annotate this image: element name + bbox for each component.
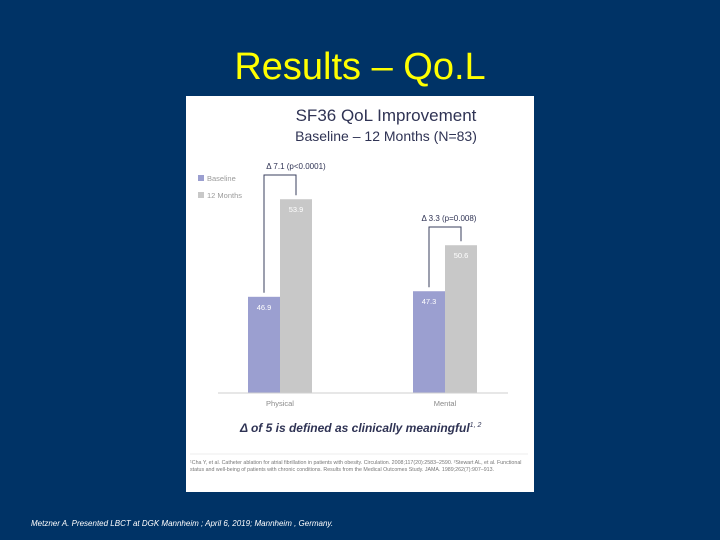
clinical-threshold-text: Δ of 5 is defined as clinically meaningf… — [240, 421, 470, 435]
legend-label-baseline: Baseline — [207, 174, 236, 183]
delta-bracket-physical — [263, 174, 297, 293]
bar-physical-baseline — [248, 296, 280, 393]
bar-mental-baseline — [413, 291, 445, 393]
bar-physical-12-months — [280, 199, 312, 393]
x-tick-label-mental: Mental — [434, 399, 457, 408]
legend-swatch-baseline — [198, 175, 204, 181]
delta-annotation-physical: Δ 7.1 (p<0.0001) — [266, 162, 326, 171]
data-label-mental-baseline: 47.3 — [422, 297, 437, 306]
qol-bar-chart: SF36 QoL Improvement Baseline – 12 Month… — [190, 106, 528, 455]
clinical-threshold-note: Δ of 5 is defined as clinically meaningf… — [240, 421, 481, 435]
data-label-mental-12-months: 50.6 — [454, 251, 469, 260]
chart-title: SF36 QoL Improvement — [296, 106, 477, 125]
legend-swatch-12-months — [198, 192, 204, 198]
clinical-threshold-refs: 1, 2 — [469, 422, 482, 429]
chart-marks: 46.9 53.9 Δ 7.1 (p<0.0001) Physical 47.3 50.6… — [248, 162, 477, 408]
delta-bracket-mental — [428, 226, 462, 288]
delta-annotation-mental: Δ 3.3 (p=0.008) — [422, 214, 477, 223]
data-label-physical-12-months: 53.9 — [289, 205, 304, 214]
legend-label-12-months: 12 Months — [207, 191, 242, 200]
chart-panel: SF36 QoL Improvement Baseline – 12 Month… — [186, 96, 534, 492]
footer-citation: Metzner A. Presented LBCT at DGK Mannhei… — [31, 519, 334, 528]
chart-subtitle: Baseline – 12 Months (N=83) — [295, 128, 477, 144]
bar-mental-12-months — [445, 245, 477, 393]
slide-title: Results – Qo.L — [234, 46, 486, 88]
data-label-physical-baseline: 46.9 — [257, 303, 272, 312]
x-tick-label-physical: Physical — [266, 399, 294, 408]
references: ¹Cha Y, et al. Catheter ablation for atr… — [190, 460, 522, 473]
